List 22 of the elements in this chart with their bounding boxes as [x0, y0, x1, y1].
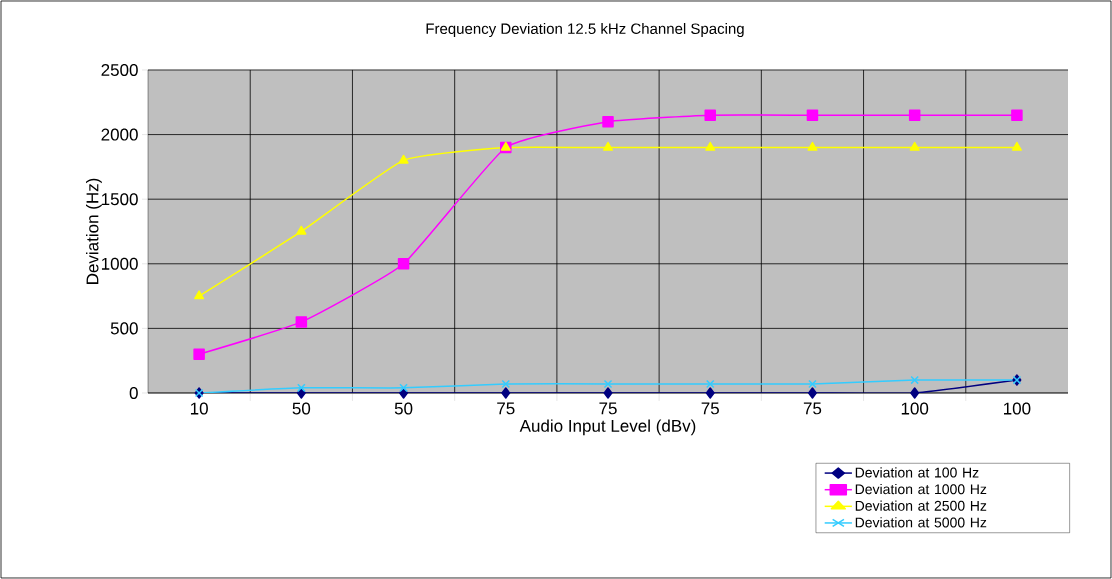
x-tick-label: 100 [901, 402, 929, 415]
chart-title: Frequency Deviation 12.5 kHz Channel Spacing [426, 22, 744, 37]
x-tick-label: 50 [394, 402, 413, 415]
y-tick-label: 2000 [101, 128, 138, 141]
x-tick-label: 75 [599, 402, 617, 415]
y-tick-label: 2500 [101, 63, 138, 77]
legend-label: Deviation at 100 Hz [855, 467, 979, 478]
y-axis-title: Deviation (Hz) [86, 178, 102, 284]
legend-label: Deviation at 2500 Hz [855, 500, 987, 511]
x-tick-label: 50 [292, 402, 311, 415]
x-axis-title: Audio Input Level (dBv) [519, 419, 696, 436]
legend-label: Deviation at 5000 Hz [855, 517, 987, 528]
x-tick-label: 75 [497, 402, 515, 415]
y-tick-label: 0 [129, 386, 138, 400]
x-tick-label: 75 [701, 402, 719, 415]
x-tick-label: 10 [190, 402, 208, 415]
x-tick-label: 75 [803, 402, 822, 415]
y-tick-label: 500 [110, 322, 138, 335]
x-tick-label: 100 [1004, 402, 1031, 415]
y-tick-label: 1500 [101, 193, 138, 206]
legend-label: Deviation at 1000 Hz [855, 483, 987, 495]
y-tick-label: 1000 [101, 257, 138, 270]
